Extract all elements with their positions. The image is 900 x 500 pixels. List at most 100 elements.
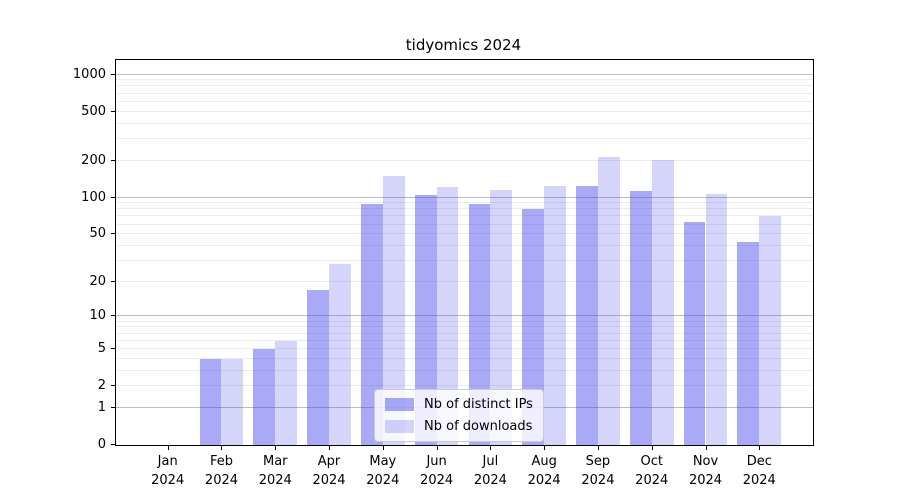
chart-title: tidyomics 2024 [405,36,522,54]
bar-ips-jul [468,203,491,445]
x-tick [167,446,169,450]
bar-downloads-nov [705,194,728,445]
bar-ips-may [361,203,383,445]
gridline-minor [116,339,813,341]
x-tick [221,446,223,450]
y-tick [111,315,115,317]
x-tick [329,446,331,450]
gridline-minor [116,215,813,217]
bar-ips-dec [737,242,760,445]
legend: Nb of distinct IPs Nb of downloads [374,389,544,442]
x-tick [759,446,761,450]
gridline-minor [116,100,813,102]
x-tick-label: Apr 2024 [312,454,346,488]
gridline-minor [116,320,813,322]
x-tick-label: Jul 2024 [473,454,507,488]
x-tick [597,446,599,450]
y-tick-label: 500 [81,103,106,119]
bar-downloads-sep [597,156,620,445]
gridline-minor [116,332,813,334]
gridline-minor [116,202,813,204]
bar-downloads-aug [544,185,566,445]
bar-downloads-feb [221,358,244,445]
bar-ips-apr [307,290,330,445]
y-tick [111,110,115,112]
y-tick [111,406,115,408]
y-tick-label: 20 [89,273,106,289]
y-tick-label: 10 [89,308,106,324]
y-tick-label: 50 [89,226,106,242]
gridline-minor [116,244,813,246]
bar-downloads-jun [436,187,459,445]
gridline-minor [116,385,813,387]
gridline-minor [116,233,813,235]
bar-downloads-apr [329,264,351,445]
bar-ips-mar [253,348,276,445]
gridline-minor [116,159,813,161]
bar-downloads-dec [759,216,782,445]
legend-item-downloads: Nb of downloads [385,419,533,434]
legend-item-distinct-ips: Nb of distinct IPs [385,397,533,412]
y-tick [111,280,115,282]
bar-ips-sep [576,186,598,445]
x-tick-label: Jun 2024 [420,454,454,488]
gridline-minor [116,347,813,349]
bar-ips-oct [629,190,652,445]
x-tick-label: Mar 2024 [258,454,292,488]
gridline-minor [116,208,813,210]
gridline-minor [116,280,813,282]
gridline-minor [116,326,813,328]
x-tick [436,446,438,450]
y-tick-label: 2 [97,378,106,394]
bar-downloads-mar [275,340,298,445]
x-tick [705,446,707,450]
x-tick-label: May 2024 [366,454,400,488]
x-tick-label: Nov 2024 [688,454,723,488]
y-tick [111,73,115,75]
legend-swatch-downloads [385,420,414,433]
bar-ips-feb [199,358,222,445]
gridline-minor [116,223,813,225]
x-tick [382,446,384,450]
y-tick-label: 5 [97,340,106,356]
y-tick [111,385,115,387]
x-tick-label: Sep 2024 [581,454,615,488]
legend-swatch-distinct-ips [385,398,414,411]
bar-ips-jun [414,194,437,445]
x-tick [651,446,653,450]
gridline-minor [116,259,813,261]
y-tick [111,444,115,445]
bar-ips-nov [683,221,706,445]
gridline-minor [116,85,813,87]
bar-downloads-jul [490,189,513,445]
bar-ips-aug [522,208,545,445]
y-tick [111,159,115,161]
bar-downloads-oct [651,160,674,445]
y-tick-label: 100 [81,189,106,205]
gridline-major [116,196,813,198]
bar-downloads-may [382,175,405,445]
x-tick-label: Jan 2024 [151,454,185,488]
x-tick-label: Feb 2024 [204,454,239,488]
gridline-minor [116,110,813,112]
plot-area: 0 1 2 5 10 20 50 100 200 500 1000 Jan 2024 Feb 2024 Ma… [73,59,814,488]
y-tick-label: 0 [97,437,106,452]
gridline-minor [116,137,813,139]
gridline-minor [116,369,813,371]
gridline-minor [116,357,813,359]
gridline-minor [116,79,813,81]
x-tick-label: Aug 2024 [527,454,561,488]
x-tick [275,446,277,450]
y-tick-label: 1000 [72,66,106,82]
y-tick-label: 200 [81,152,106,168]
gridline-major [116,73,813,75]
y-tick-label: 1 [97,399,106,415]
x-tick-label: Oct 2024 [635,454,669,488]
gridline-minor [116,92,813,94]
x-tick [490,446,492,450]
x-tick-label: Dec 2024 [742,454,776,488]
y-tick [111,196,115,198]
y-tick [111,233,115,235]
x-tick [544,446,546,450]
